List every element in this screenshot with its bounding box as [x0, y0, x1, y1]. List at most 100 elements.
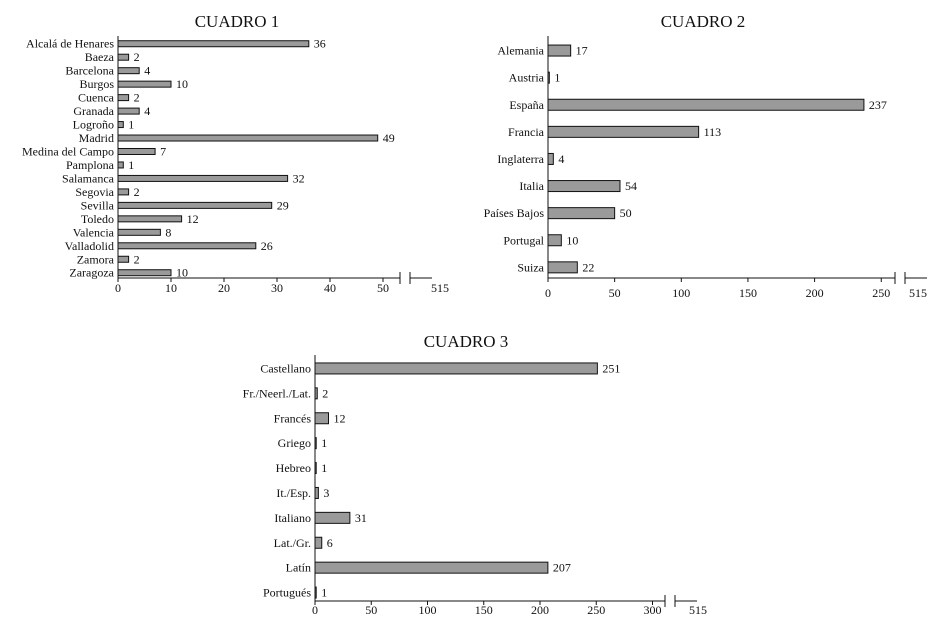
- data-label: 6: [327, 536, 333, 550]
- bar: [117, 80, 172, 88]
- x-tick-label: 250: [587, 603, 605, 617]
- data-label: 1: [128, 118, 134, 132]
- category-label: It./Esp.: [276, 486, 311, 500]
- data-label: 2: [134, 252, 140, 266]
- x-tick-label-break: 515: [909, 286, 927, 300]
- category-label: Suiza: [517, 260, 544, 274]
- data-label: 1: [321, 586, 327, 600]
- category-label: Valencia: [73, 225, 115, 239]
- category-label: Burgos: [80, 77, 115, 91]
- data-label: 12: [187, 212, 199, 226]
- category-label: Baeza: [85, 50, 115, 64]
- data-label: 36: [314, 37, 326, 51]
- category-label: Italiano: [274, 511, 311, 525]
- x-tick-label: 200: [806, 286, 824, 300]
- category-label: Latín: [286, 561, 311, 575]
- data-label: 12: [334, 411, 346, 425]
- x-tick-label: 150: [475, 603, 493, 617]
- bar: [314, 561, 549, 574]
- data-label: 26: [261, 239, 273, 253]
- category-label: Griego: [278, 436, 311, 450]
- x-tick-label: 100: [419, 603, 437, 617]
- bar: [117, 201, 273, 209]
- data-label: 17: [576, 44, 588, 58]
- x-tick-label: 0: [115, 281, 121, 295]
- data-label: 2: [322, 386, 328, 400]
- bar: [117, 269, 172, 277]
- category-label: Toledo: [81, 212, 114, 226]
- bar: [117, 215, 183, 223]
- x-tick-label: 200: [531, 603, 549, 617]
- category-label: Fr./Neerl./Lat.: [243, 386, 311, 400]
- data-label: 4: [144, 64, 150, 78]
- bar: [314, 412, 329, 425]
- data-label: 1: [554, 71, 560, 85]
- x-tick-label: 100: [672, 286, 690, 300]
- data-label: 1: [321, 436, 327, 450]
- chart-title: CUADRO 3: [424, 332, 509, 351]
- category-label: Segovia: [75, 185, 114, 199]
- bar: [547, 98, 865, 111]
- bar: [314, 536, 323, 549]
- x-tick-label: 50: [365, 603, 377, 617]
- category-label: Castellano: [260, 361, 311, 375]
- category-label: Zamora: [77, 252, 115, 266]
- category-label: Francia: [508, 125, 545, 139]
- data-label: 207: [553, 561, 571, 575]
- chart-cuadro-1: CUADRO 1 Alcalá de Henares 36 Baeza 2 Barcel…: [22, 12, 449, 295]
- x-tick-label: 300: [644, 603, 662, 617]
- data-label: 251: [602, 361, 620, 375]
- bar: [117, 107, 140, 115]
- bar: [547, 261, 578, 274]
- data-label: 3: [323, 486, 329, 500]
- x-tick-label: 0: [312, 603, 318, 617]
- data-label: 2: [134, 50, 140, 64]
- bar: [117, 242, 257, 250]
- category-label: Francés: [274, 411, 312, 425]
- category-label: Inglaterra: [497, 152, 544, 166]
- bar: [117, 228, 161, 236]
- bar: [314, 511, 351, 524]
- x-tick-label: 10: [165, 281, 177, 295]
- bar: [314, 362, 598, 375]
- bar: [547, 152, 554, 165]
- bar: [314, 486, 319, 499]
- category-label: Sevilla: [81, 198, 115, 212]
- category-label: Alemania: [497, 44, 544, 58]
- x-tick-label-break: 515: [431, 281, 449, 295]
- bar: [547, 125, 700, 138]
- bar: [117, 94, 130, 102]
- category-label: Barcelona: [65, 64, 114, 78]
- x-tick-label: 150: [739, 286, 757, 300]
- bar: [117, 67, 140, 75]
- bar: [117, 147, 156, 155]
- category-label: Granada: [73, 104, 114, 118]
- bar: [117, 134, 379, 142]
- category-label: Hebreo: [276, 461, 311, 475]
- data-label: 32: [293, 171, 305, 185]
- category-label: España: [509, 98, 544, 112]
- data-label: 7: [160, 144, 166, 158]
- x-tick-label: 50: [609, 286, 621, 300]
- data-label: 1: [321, 461, 327, 475]
- category-label: Pamplona: [66, 158, 115, 172]
- chart-cuadro-3: CUADRO 3 Castellano 251 Fr./Neerl./Lat. 2 Fr…: [243, 332, 707, 617]
- bar: [547, 207, 616, 220]
- bar: [547, 44, 572, 57]
- category-label: Países Bajos: [484, 206, 545, 220]
- chart-title: CUADRO 2: [661, 12, 746, 31]
- category-label: Portugal: [503, 233, 544, 247]
- x-tick-label: 50: [377, 281, 389, 295]
- x-tick-label: 40: [324, 281, 336, 295]
- data-label: 54: [625, 179, 637, 193]
- category-label: Valladolid: [65, 239, 114, 253]
- category-label: Alcalá de Henares: [26, 37, 114, 51]
- x-tick-label: 20: [218, 281, 230, 295]
- data-label: 4: [144, 104, 150, 118]
- data-label: 50: [620, 206, 632, 220]
- data-label: 4: [558, 152, 564, 166]
- category-label: Madrid: [79, 131, 114, 145]
- data-label: 1: [128, 158, 134, 172]
- category-label: Austria: [509, 71, 545, 85]
